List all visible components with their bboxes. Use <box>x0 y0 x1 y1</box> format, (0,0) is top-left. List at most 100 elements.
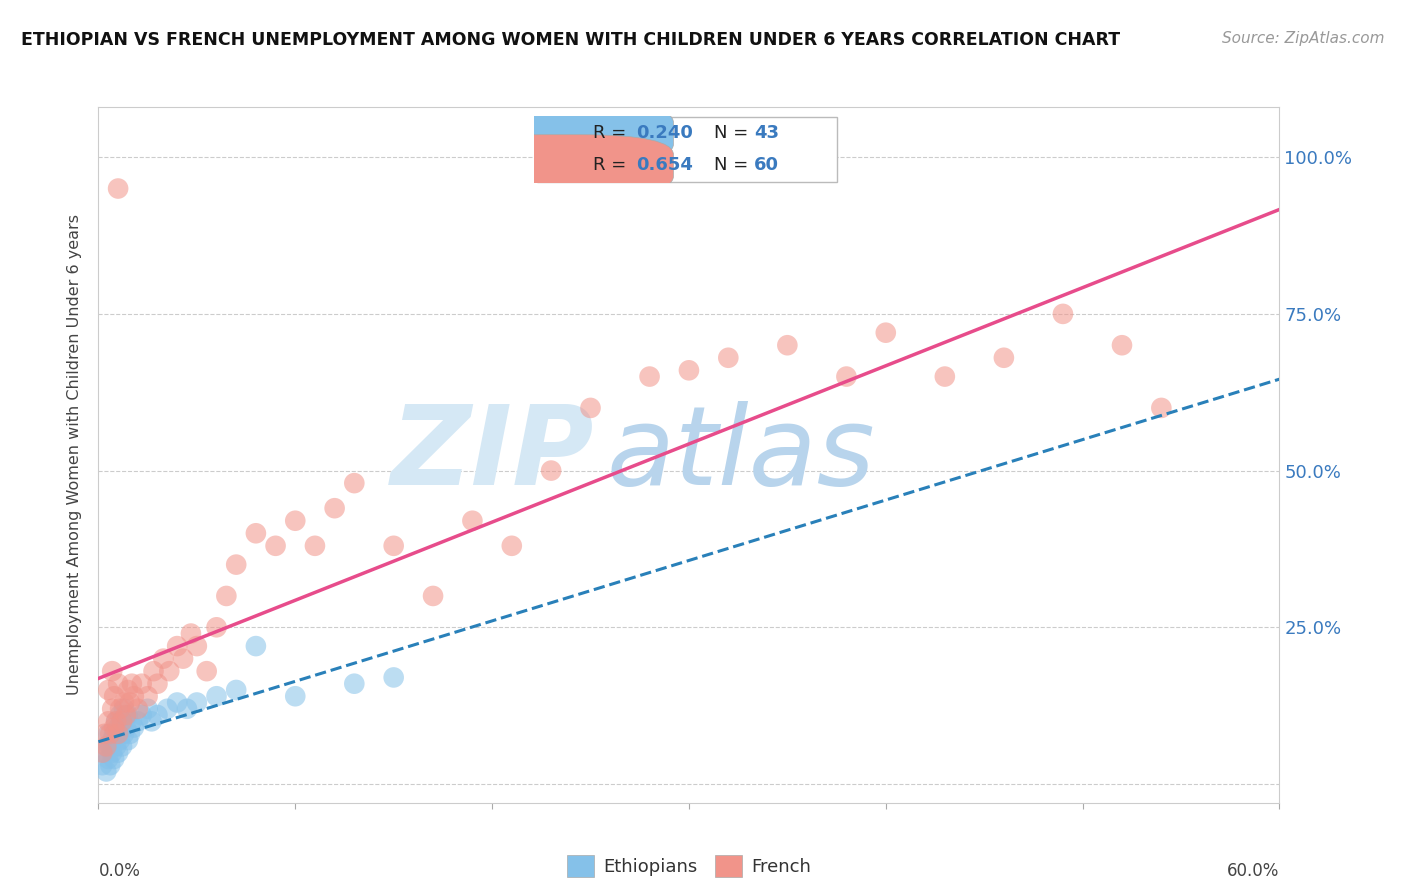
Point <box>1150 401 1173 415</box>
Point <box>195 664 218 678</box>
Point <box>461 514 484 528</box>
Point <box>127 702 149 716</box>
Point <box>422 589 444 603</box>
Point <box>103 721 125 735</box>
Text: ETHIOPIAN VS FRENCH UNEMPLOYMENT AMONG WOMEN WITH CHILDREN UNDER 6 YEARS CORRELA: ETHIOPIAN VS FRENCH UNEMPLOYMENT AMONG W… <box>21 31 1121 49</box>
Y-axis label: Unemployment Among Women with Children Under 6 years: Unemployment Among Women with Children U… <box>67 214 83 696</box>
Text: atlas: atlas <box>606 401 875 508</box>
Point <box>107 746 129 760</box>
Point <box>382 539 405 553</box>
Point <box>101 702 124 716</box>
Point <box>117 708 139 723</box>
Point <box>105 714 128 729</box>
Point <box>111 739 134 754</box>
Point <box>146 708 169 723</box>
Point <box>101 733 124 747</box>
Point <box>118 696 141 710</box>
Point <box>131 676 153 690</box>
Text: 43: 43 <box>754 124 779 143</box>
Point <box>91 746 114 760</box>
Point <box>112 696 135 710</box>
Text: 60: 60 <box>754 156 779 175</box>
Point <box>105 739 128 754</box>
Point <box>97 752 120 766</box>
Point <box>108 702 131 716</box>
Point <box>96 739 118 754</box>
Point <box>245 526 267 541</box>
Point <box>284 514 307 528</box>
Point <box>96 739 118 754</box>
Point <box>105 714 128 729</box>
Point <box>111 714 134 729</box>
Point <box>122 721 145 735</box>
Point <box>501 539 523 553</box>
Point <box>115 721 138 735</box>
Point <box>107 727 129 741</box>
Point <box>115 708 138 723</box>
Point <box>382 670 405 684</box>
Point <box>121 714 143 729</box>
Point <box>98 758 121 772</box>
Point <box>717 351 740 365</box>
Text: 0.0%: 0.0% <box>98 862 141 880</box>
Point <box>97 683 120 698</box>
Point <box>117 733 139 747</box>
Text: 0.240: 0.240 <box>637 124 693 143</box>
Point <box>141 714 163 729</box>
Point <box>323 501 346 516</box>
Point <box>776 338 799 352</box>
Text: N =: N = <box>714 124 754 143</box>
Point <box>91 758 114 772</box>
Point <box>101 746 124 760</box>
Point <box>93 746 115 760</box>
Text: R =: R = <box>593 124 633 143</box>
Text: 60.0%: 60.0% <box>1227 862 1279 880</box>
Point <box>127 714 149 729</box>
Point <box>1111 338 1133 352</box>
Point <box>215 589 238 603</box>
Point <box>97 714 120 729</box>
Point <box>157 664 180 678</box>
FancyBboxPatch shape <box>451 135 673 196</box>
Point <box>993 351 1015 365</box>
Point <box>121 676 143 690</box>
FancyBboxPatch shape <box>537 118 838 182</box>
Point <box>103 727 125 741</box>
Text: ZIP: ZIP <box>391 401 595 508</box>
Point <box>118 727 141 741</box>
Point <box>579 401 602 415</box>
Text: 0.654: 0.654 <box>637 156 693 175</box>
Point <box>343 676 366 690</box>
Point <box>107 676 129 690</box>
Point <box>97 727 120 741</box>
Point <box>108 708 131 723</box>
Point <box>107 181 129 195</box>
Text: Source: ZipAtlas.com: Source: ZipAtlas.com <box>1222 31 1385 46</box>
Point <box>108 733 131 747</box>
Point <box>96 764 118 779</box>
Point <box>934 369 956 384</box>
Point <box>343 476 366 491</box>
Point <box>142 664 165 678</box>
Point <box>205 620 228 634</box>
Point <box>136 702 159 716</box>
Point <box>172 651 194 665</box>
Point <box>225 558 247 572</box>
Point <box>875 326 897 340</box>
Point <box>112 727 135 741</box>
Text: R =: R = <box>593 156 633 175</box>
Point <box>205 690 228 704</box>
Point <box>103 752 125 766</box>
Point <box>180 626 202 640</box>
Point <box>136 690 159 704</box>
Point <box>264 539 287 553</box>
Point <box>678 363 700 377</box>
Point <box>304 539 326 553</box>
Point <box>101 664 124 678</box>
Point <box>540 464 562 478</box>
Point <box>93 727 115 741</box>
Point <box>1052 307 1074 321</box>
Point <box>117 683 139 698</box>
Legend: Ethiopians, French: Ethiopians, French <box>560 847 818 884</box>
Point <box>156 702 179 716</box>
